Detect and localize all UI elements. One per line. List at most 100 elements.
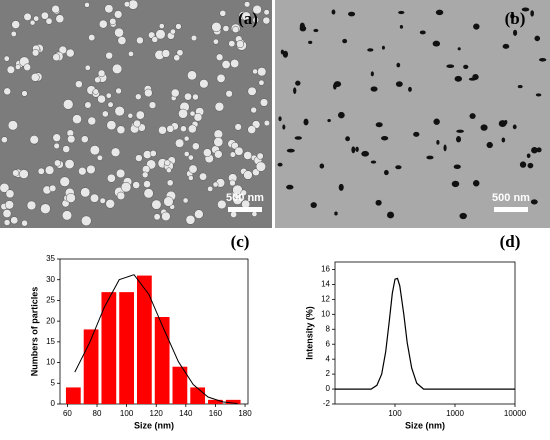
particle [214, 150, 223, 159]
particle [84, 2, 90, 8]
particle [443, 144, 447, 152]
particle [188, 154, 194, 161]
x-axis-title: Size (nm) [405, 420, 445, 430]
particle [534, 35, 541, 42]
panel-label: (a) [238, 9, 258, 28]
particle [44, 165, 55, 175]
particle [535, 93, 542, 97]
plot-frame [334, 261, 516, 405]
particle [436, 139, 440, 145]
particle [399, 24, 404, 29]
bar [208, 399, 223, 404]
particle [342, 38, 348, 44]
particle [257, 67, 267, 77]
particle [21, 90, 28, 97]
particle [3, 219, 11, 226]
particle [120, 181, 132, 193]
particle [453, 164, 461, 170]
y-tick-label: 4 [326, 354, 331, 363]
bar [65, 387, 81, 404]
particle [3, 55, 10, 62]
x-tick-label: 100 [388, 409, 402, 418]
particle [89, 193, 100, 203]
particle [432, 40, 441, 47]
particle [310, 202, 317, 208]
particle [88, 34, 96, 42]
bar [225, 399, 241, 404]
particle [236, 40, 245, 49]
particle [144, 88, 153, 98]
particle [251, 211, 258, 217]
bar [136, 275, 152, 404]
bar [190, 387, 206, 404]
particle [510, 13, 515, 19]
particle [531, 147, 538, 154]
particle [419, 30, 426, 35]
particle [113, 10, 123, 19]
particle [33, 15, 40, 22]
x-tick-label: 180 [238, 409, 252, 418]
particle [348, 11, 356, 17]
particle [277, 162, 283, 167]
particle [64, 159, 75, 170]
particle [278, 116, 282, 122]
particle [219, 10, 227, 17]
particle [395, 165, 402, 170]
particle [408, 86, 412, 92]
particle [29, 19, 36, 26]
particle [105, 199, 115, 209]
particle [112, 63, 123, 74]
particle [107, 101, 114, 108]
particle [105, 51, 113, 60]
particle [446, 64, 455, 69]
particle [398, 10, 405, 15]
particle [143, 180, 151, 188]
particle [104, 4, 114, 14]
particle [4, 200, 14, 210]
particle [252, 4, 262, 15]
particle [243, 151, 253, 160]
particle [244, 1, 251, 8]
particle [517, 85, 523, 89]
particle [23, 12, 32, 21]
y-axis-title: Intensity (%) [304, 306, 314, 360]
y-axis-title: Numbers of particles [29, 287, 39, 377]
particle [180, 125, 187, 133]
particle [229, 151, 236, 158]
particle [193, 112, 203, 122]
particle [457, 47, 461, 51]
particle [513, 29, 518, 36]
y-tick-label: 30 [46, 275, 55, 284]
particle [530, 10, 534, 17]
particle [263, 9, 270, 16]
particle [225, 90, 233, 98]
x-tick-label: 1000 [446, 409, 464, 418]
particle [232, 25, 240, 34]
tem-image [275, 0, 550, 228]
particle [293, 87, 297, 94]
scale-label: 500 nm [226, 192, 264, 204]
particle [308, 40, 313, 44]
particle [247, 125, 257, 134]
particle [184, 92, 192, 101]
particle [286, 184, 294, 190]
particle [230, 59, 240, 68]
particle [67, 134, 76, 144]
particle [212, 181, 219, 188]
particle [116, 125, 126, 135]
particle [6, 65, 15, 74]
particle [355, 146, 359, 152]
particle [182, 197, 189, 204]
particle [185, 214, 196, 225]
particle [459, 212, 467, 220]
particle [149, 150, 157, 157]
particle [480, 124, 488, 131]
particle [62, 145, 71, 153]
y-tick-label: 16 [321, 265, 330, 274]
particle [187, 70, 197, 81]
y-tick-label: 0 [326, 384, 331, 393]
particle [132, 181, 141, 189]
particle [161, 49, 171, 58]
particle [136, 36, 144, 45]
particle [92, 88, 99, 95]
